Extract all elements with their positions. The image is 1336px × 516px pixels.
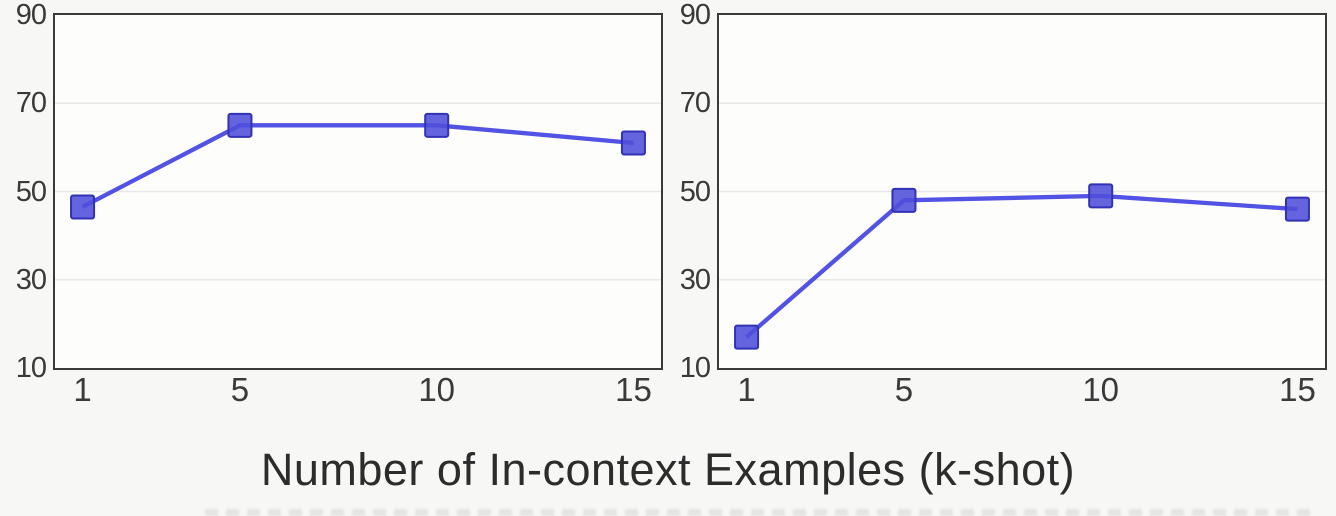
data-point-marker — [1284, 196, 1310, 222]
x-tick-label: 1 — [73, 371, 92, 408]
data-point-marker — [620, 130, 646, 156]
y-tick-label: 50 — [15, 175, 47, 208]
x-tick-label: 5 — [230, 371, 250, 408]
data-point-marker — [70, 194, 96, 220]
y-tick-label: 30 — [679, 263, 711, 296]
x-tick-label: 5 — [894, 371, 914, 408]
data-line — [745, 193, 1298, 339]
y-tick-label: 70 — [15, 87, 47, 120]
y-tick-label: 10 — [15, 352, 47, 384]
x-tick-label: 10 — [1082, 371, 1120, 408]
x-tick-label: 15 — [1279, 371, 1316, 408]
data-point-marker — [424, 112, 450, 138]
left-chart-plot-area — [53, 13, 663, 370]
data-point-marker — [891, 187, 917, 213]
x-axis-label: Number of In-context Examples (k-shot) — [260, 444, 1076, 495]
right-chart-plot-area — [717, 13, 1327, 370]
x-tick-label: 15 — [615, 371, 652, 408]
data-point-marker — [1088, 183, 1114, 209]
y-tick-label: 90 — [679, 0, 711, 31]
line-chart-svg — [719, 102, 1325, 350]
y-tick-label: 70 — [679, 87, 711, 120]
y-tick-label: 90 — [15, 0, 47, 31]
line-chart-svg — [55, 102, 661, 281]
data-point-marker — [734, 324, 760, 350]
data-point-marker — [227, 112, 253, 138]
data-line — [81, 123, 634, 209]
y-tick-label: 50 — [679, 175, 711, 208]
y-tick-label: 10 — [679, 352, 711, 384]
cropped-text-remnant — [205, 509, 1310, 516]
y-tick-label: 30 — [15, 263, 47, 296]
x-tick-label: 10 — [418, 371, 456, 408]
x-tick-label: 1 — [737, 371, 756, 408]
